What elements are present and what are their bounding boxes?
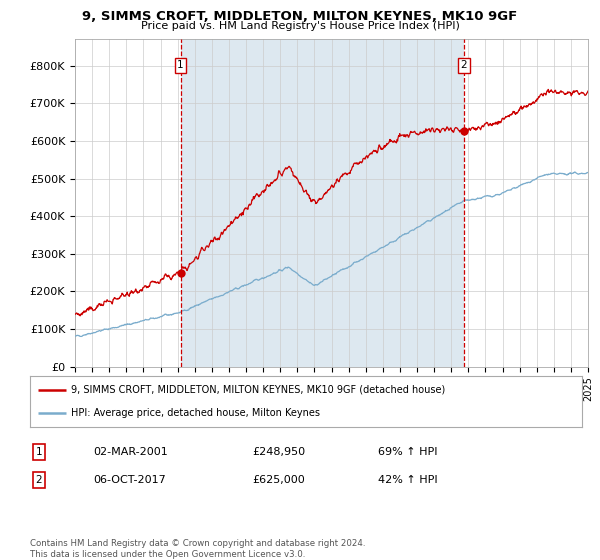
Text: 42% ↑ HPI: 42% ↑ HPI bbox=[378, 475, 437, 485]
Text: 1: 1 bbox=[177, 60, 184, 71]
Text: Price paid vs. HM Land Registry's House Price Index (HPI): Price paid vs. HM Land Registry's House … bbox=[140, 21, 460, 31]
Text: 2: 2 bbox=[35, 475, 43, 485]
Text: 2: 2 bbox=[461, 60, 467, 71]
Text: £248,950: £248,950 bbox=[252, 447, 305, 457]
Text: 9, SIMMS CROFT, MIDDLETON, MILTON KEYNES, MK10 9GF: 9, SIMMS CROFT, MIDDLETON, MILTON KEYNES… bbox=[82, 10, 518, 22]
Text: HPI: Average price, detached house, Milton Keynes: HPI: Average price, detached house, Milt… bbox=[71, 408, 320, 418]
Text: Contains HM Land Registry data © Crown copyright and database right 2024.
This d: Contains HM Land Registry data © Crown c… bbox=[30, 539, 365, 559]
Text: 06-OCT-2017: 06-OCT-2017 bbox=[93, 475, 166, 485]
Text: 9, SIMMS CROFT, MIDDLETON, MILTON KEYNES, MK10 9GF (detached house): 9, SIMMS CROFT, MIDDLETON, MILTON KEYNES… bbox=[71, 385, 446, 395]
Text: 1: 1 bbox=[35, 447, 43, 457]
Text: 02-MAR-2001: 02-MAR-2001 bbox=[93, 447, 168, 457]
Text: 69% ↑ HPI: 69% ↑ HPI bbox=[378, 447, 437, 457]
Bar bbox=[181, 39, 464, 367]
Text: £625,000: £625,000 bbox=[252, 475, 305, 485]
